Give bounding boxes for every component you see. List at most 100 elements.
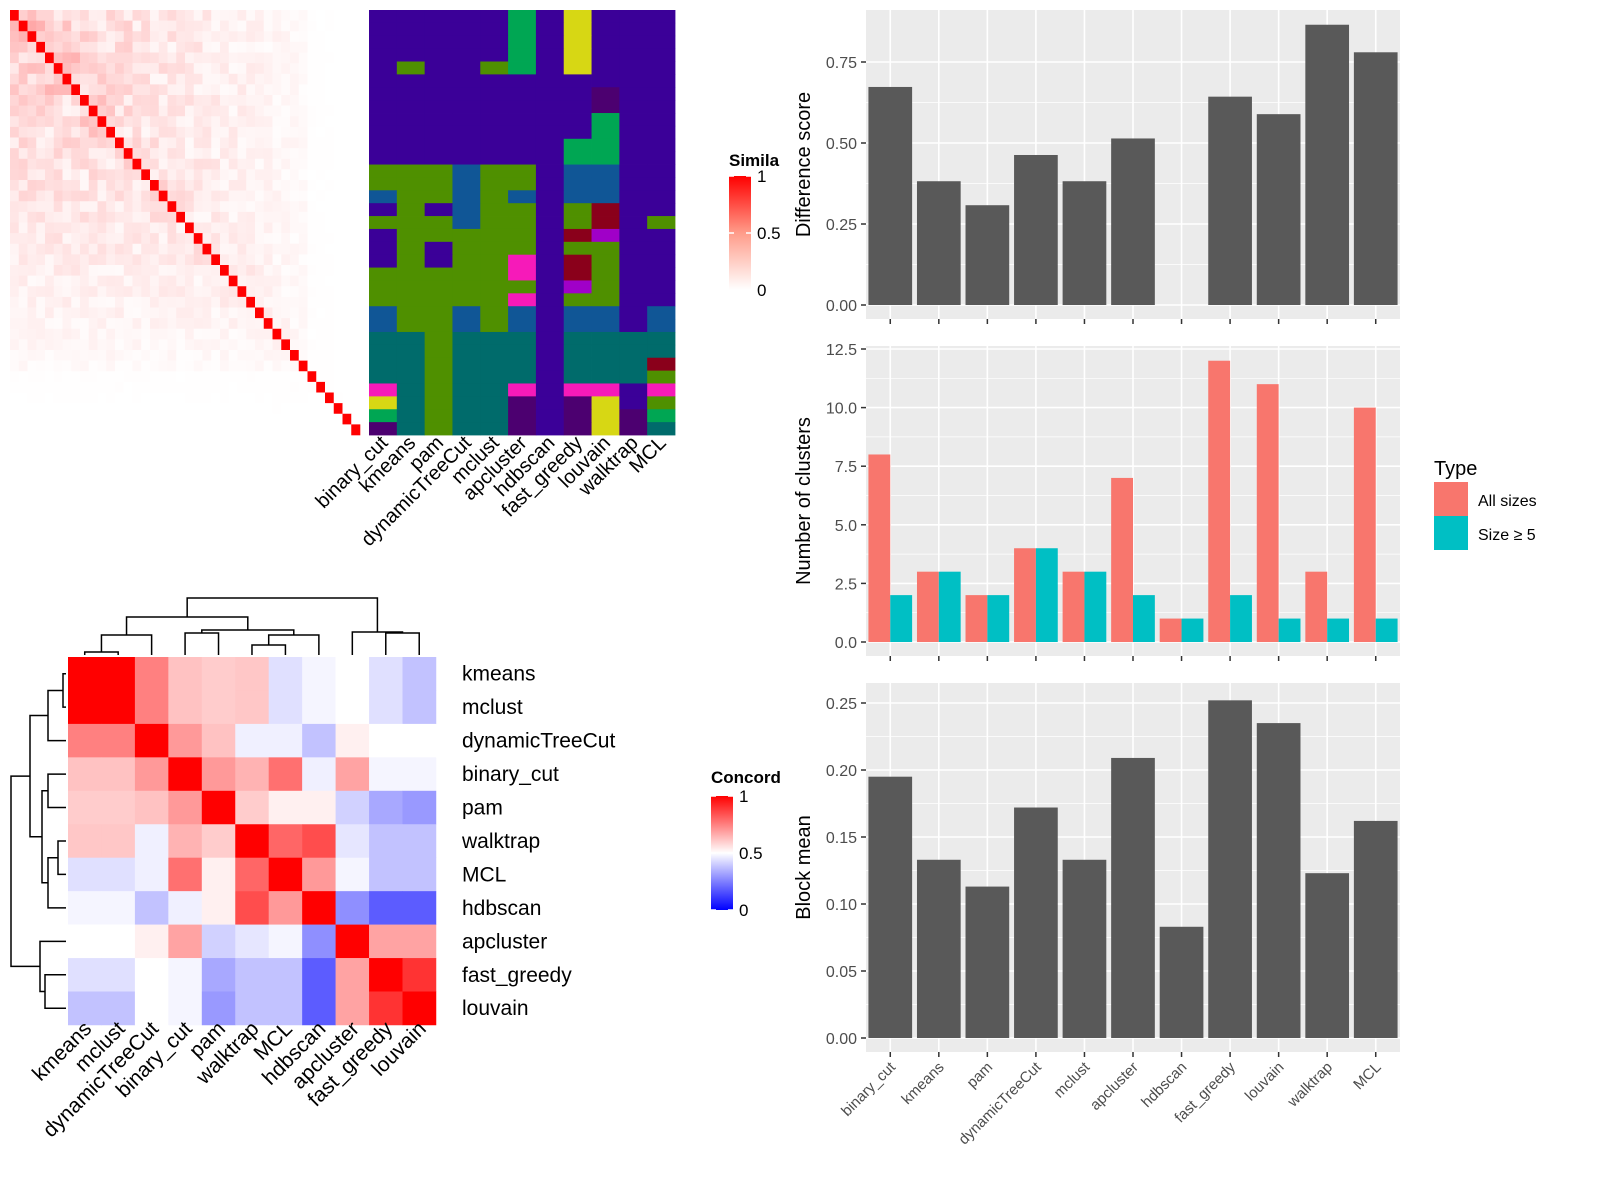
- similarity-cell: [228, 265, 238, 276]
- similarity-cell: [36, 31, 46, 43]
- similarity-cell: [325, 105, 335, 117]
- concordance-cell: [369, 690, 403, 725]
- similarity-cell: [298, 137, 308, 149]
- similarity-cell: [62, 52, 72, 64]
- similarity-cell: [290, 286, 300, 298]
- cluster-label-cell: [563, 306, 592, 320]
- similarity-cell: [202, 275, 212, 287]
- similarity-cell: [27, 116, 37, 128]
- similarity-cell: [211, 381, 221, 393]
- similarity-cell: [53, 328, 63, 340]
- similarity-cell: [307, 254, 317, 266]
- similarity-cell: [333, 73, 343, 85]
- cluster-label-cell: [508, 177, 537, 191]
- similarity-cell: [53, 158, 63, 170]
- similarity-cell: [307, 20, 317, 32]
- similarity-cell: [351, 413, 361, 425]
- concordance-cell: [302, 790, 336, 825]
- cluster-label-cell: [619, 87, 648, 101]
- similarity-cell: [36, 180, 46, 191]
- similarity-cell: [290, 169, 300, 181]
- y-tick-label: 2.5: [835, 576, 857, 593]
- similarity-cell: [141, 254, 151, 266]
- cluster-label-cell: [424, 10, 453, 24]
- similarity-cell: [53, 148, 63, 160]
- similarity-cell: [167, 286, 177, 298]
- cluster-label-cell: [452, 22, 481, 37]
- similarity-cell: [53, 63, 63, 75]
- similarity-cell: [298, 318, 308, 330]
- similarity-cell: [281, 265, 291, 276]
- similarity-cell: [211, 211, 221, 223]
- similarity-cell: [27, 275, 37, 287]
- cluster-label-cell: [508, 319, 537, 333]
- similarity-cell: [45, 180, 55, 191]
- cluster-label-cell: [647, 370, 676, 384]
- similarity-cell: [211, 339, 221, 351]
- cluster-label-cell: [452, 35, 481, 50]
- dendrogram-branch: [57, 840, 66, 876]
- similarity-cell: [123, 222, 133, 234]
- similarity-cell: [333, 371, 343, 383]
- similarity-cell: [325, 95, 335, 106]
- cluster-label-cell: [396, 319, 426, 333]
- similarity-cell: [255, 296, 265, 308]
- concordance-cell: [369, 723, 403, 758]
- similarity-cell: [272, 254, 282, 266]
- similarity-cell: [141, 275, 151, 287]
- similarity-cell: [18, 307, 28, 319]
- similarity-cell: [263, 169, 273, 181]
- similarity-cell: [307, 222, 317, 234]
- similarity-cell: [132, 233, 142, 245]
- cluster-label-cell: [619, 100, 648, 114]
- similarity-cell: [342, 105, 352, 117]
- similarity-cell: [167, 265, 177, 276]
- concordance-heatmap-panel: kmeansmclustdynamicTreeCutbinary_cutpamw…: [10, 597, 781, 1142]
- dendrogram-branch: [251, 644, 287, 655]
- similarity-cell: [45, 233, 55, 245]
- similarity-cell: [237, 190, 247, 202]
- similarity-cell: [193, 318, 203, 330]
- cluster-label-cell: [424, 319, 453, 333]
- similarity-cell: [263, 52, 273, 64]
- similarity-cell: [290, 52, 300, 64]
- similarity-cell: [36, 371, 46, 383]
- similarity-cell: [167, 169, 177, 181]
- y-tick-label: 0.0: [835, 635, 857, 652]
- cluster-label-cell: [591, 164, 620, 178]
- similarity-cell: [333, 63, 343, 75]
- similarity-cell: [281, 190, 291, 202]
- similarity-cell: [150, 148, 160, 160]
- similarity-cell: [202, 95, 212, 106]
- similarity-cell: [53, 307, 63, 319]
- concordance-cell: [302, 657, 336, 691]
- similarity-cell: [71, 63, 81, 75]
- similarity-cell: [263, 413, 273, 425]
- cluster-label-cell: [369, 203, 398, 217]
- similarity-cell: [27, 126, 37, 138]
- similarity-cell: [150, 265, 160, 276]
- cluster-label-cell: [619, 331, 648, 346]
- cluster-label-cell: [424, 138, 453, 153]
- similarity-cell: [150, 275, 160, 287]
- similarity-cell: [80, 371, 90, 383]
- similarity-cell: [237, 63, 247, 75]
- similarity-cell: [88, 10, 98, 21]
- similarity-cell: [10, 126, 20, 138]
- dendrograms: [10, 597, 420, 1009]
- similarity-cell: [220, 413, 230, 425]
- similarity-cell: [10, 211, 20, 223]
- similarity-cell: [272, 265, 282, 276]
- similarity-cell: [115, 328, 125, 340]
- similarity-cell: [351, 190, 361, 202]
- concordance-cell: [268, 924, 303, 959]
- similarity-cell: [71, 137, 81, 149]
- concordance-cell: [335, 924, 370, 959]
- similarity-cell: [193, 84, 203, 96]
- similarity-cell: [211, 403, 221, 415]
- similarity-cell: [176, 148, 186, 160]
- bar: [1181, 618, 1204, 642]
- cluster-label-cell: [452, 74, 481, 88]
- similarity-cell: [36, 222, 46, 234]
- cluster-label-cell: [396, 383, 426, 397]
